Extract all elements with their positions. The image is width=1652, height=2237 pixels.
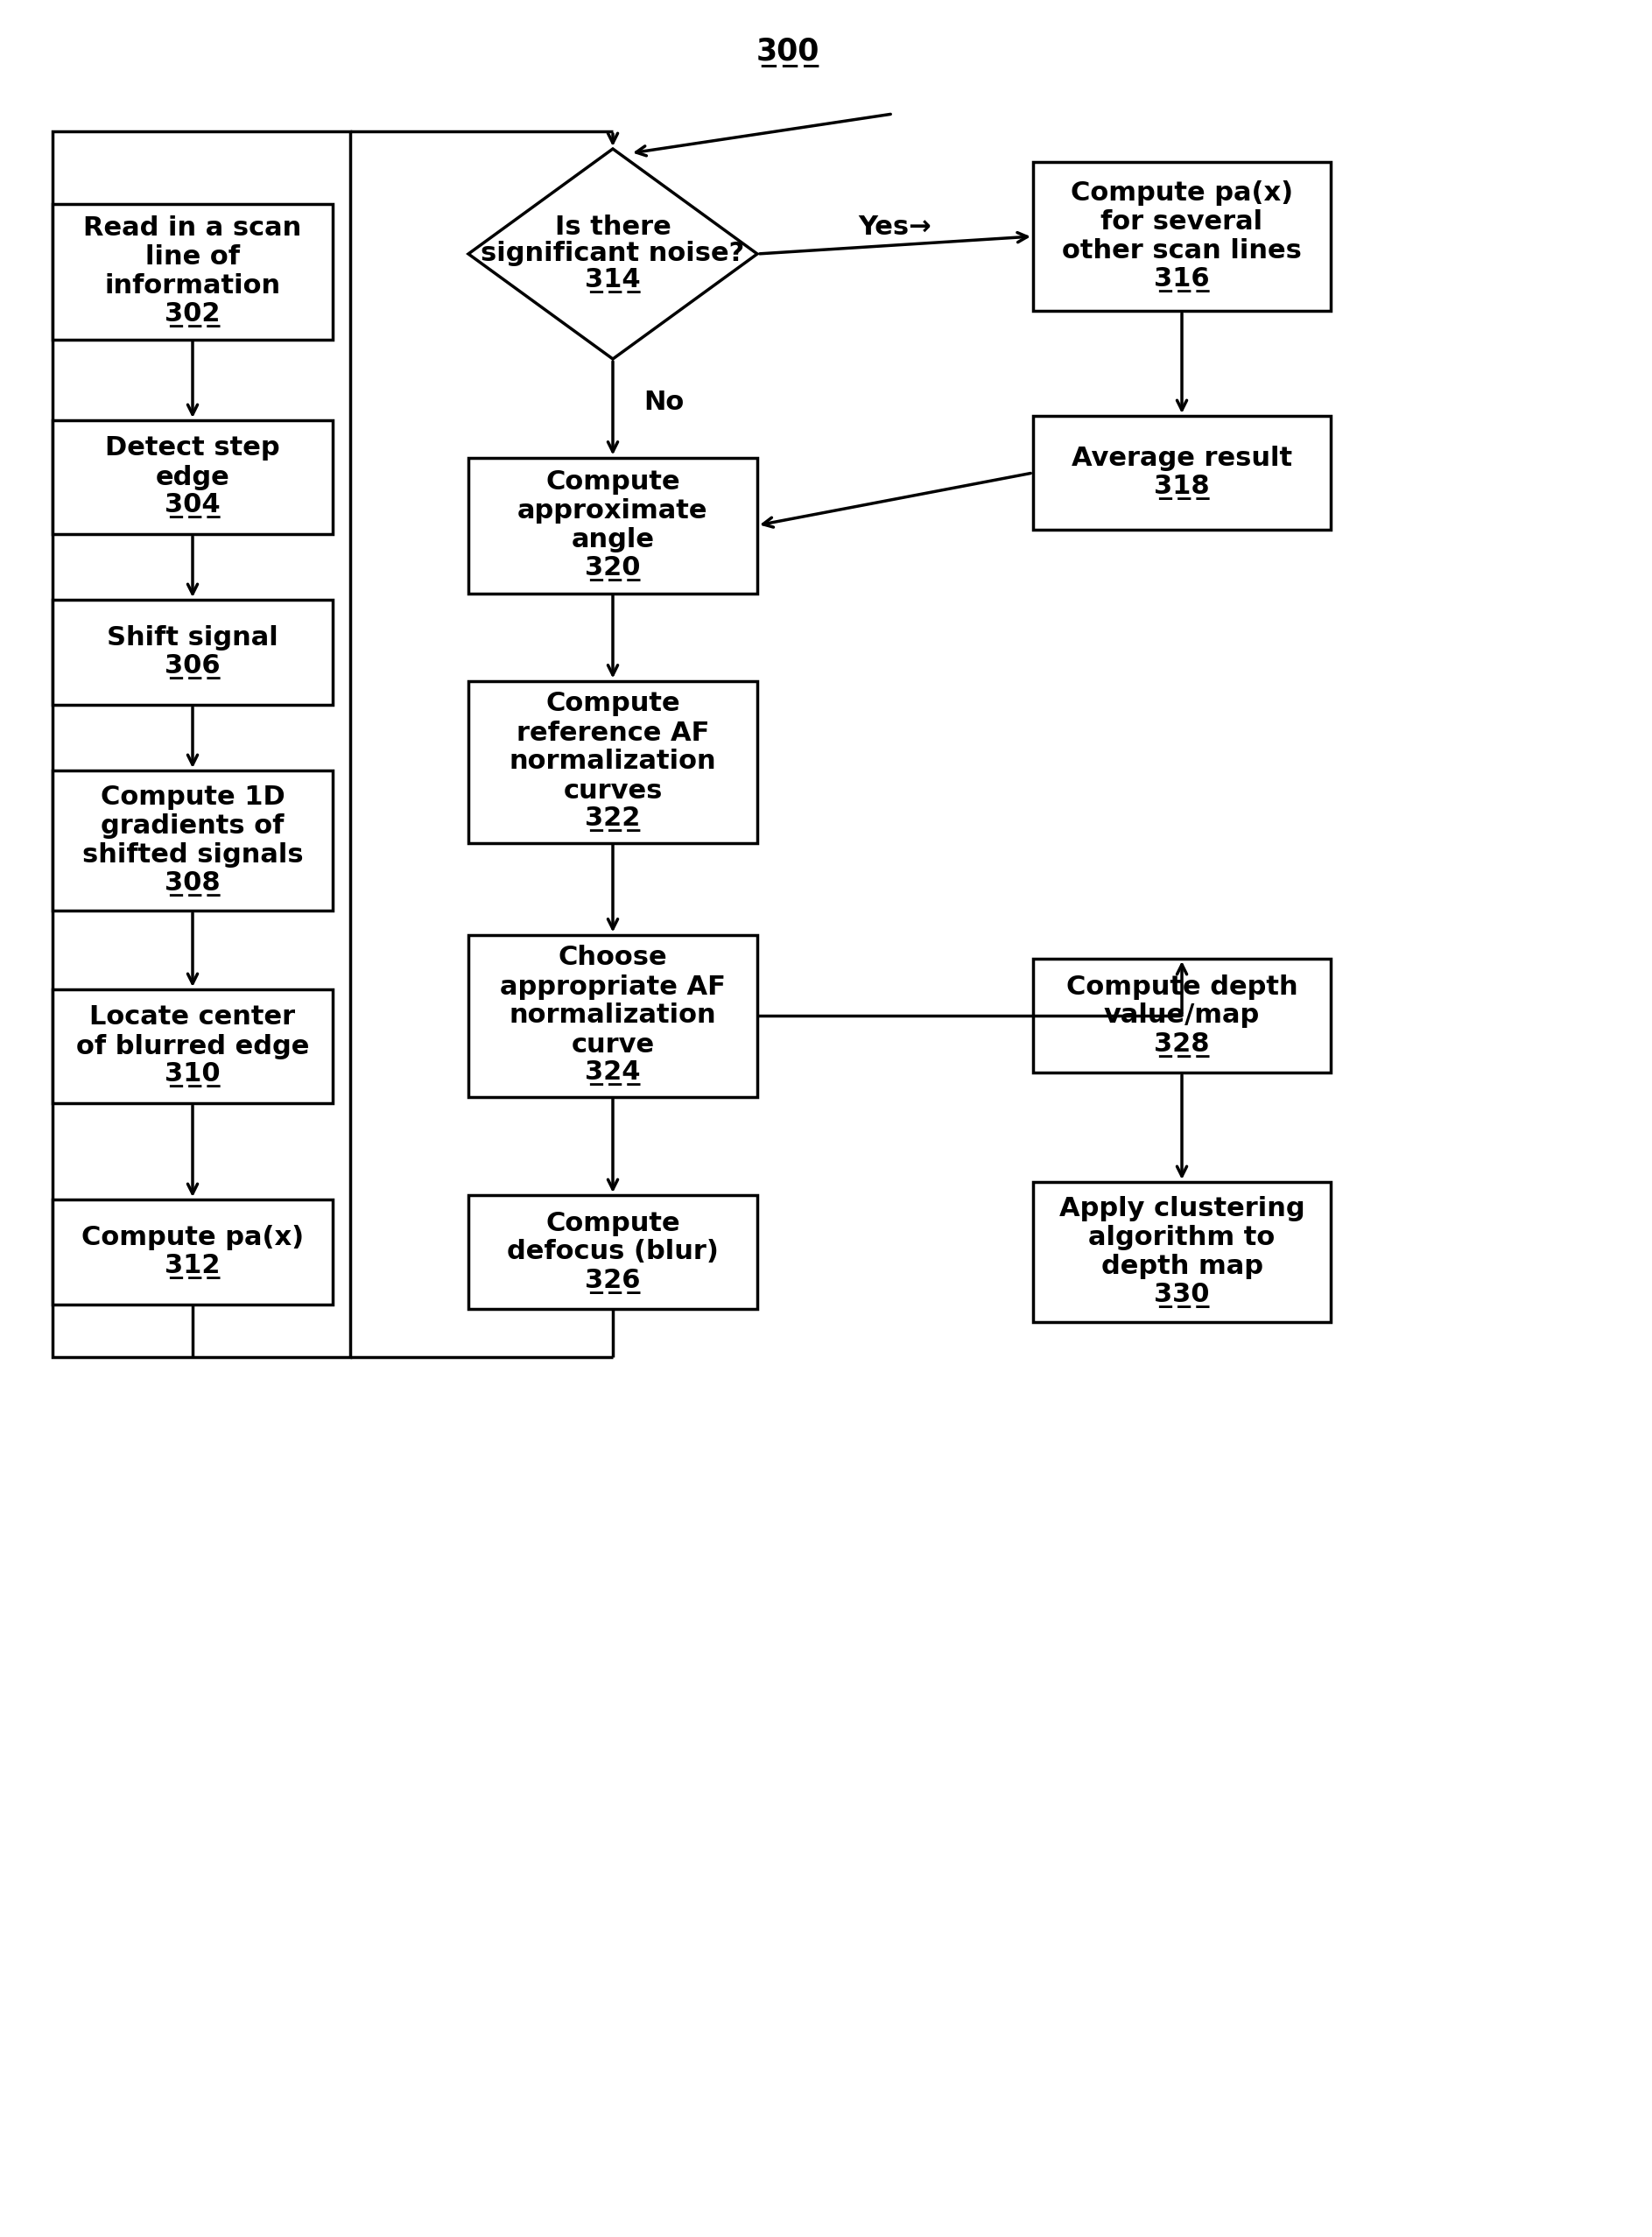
Text: defocus (blur): defocus (blur) <box>507 1239 719 1264</box>
Text: other scan lines: other scan lines <box>1062 237 1302 264</box>
Text: 3̲0̲6̲: 3̲0̲6̲ <box>165 653 220 680</box>
Bar <box>1032 960 1332 1072</box>
Text: 3̲2̲8̲: 3̲2̲8̲ <box>1155 1031 1209 1058</box>
Text: Average result: Average result <box>1072 445 1292 472</box>
Bar <box>53 421 332 535</box>
Text: algorithm to: algorithm to <box>1089 1226 1275 1250</box>
Text: 3̲2̲6̲: 3̲2̲6̲ <box>585 1268 641 1293</box>
Text: curves: curves <box>563 778 662 803</box>
Bar <box>53 132 350 1358</box>
Text: appropriate AF: appropriate AF <box>501 973 725 1000</box>
Text: 3̲2̲0̲: 3̲2̲0̲ <box>585 557 641 582</box>
Text: 3̲2̲2̲: 3̲2̲2̲ <box>585 808 641 832</box>
Text: Yes→: Yes→ <box>859 215 932 239</box>
Text: Compute: Compute <box>545 691 681 716</box>
Bar <box>1032 161 1332 311</box>
Text: for several: for several <box>1100 210 1262 235</box>
Text: Read in a scan: Read in a scan <box>84 215 302 242</box>
Text: 3̲1̲2̲: 3̲1̲2̲ <box>165 1253 220 1280</box>
Text: 3̲0̲4̲: 3̲0̲4̲ <box>165 494 220 519</box>
Bar <box>469 1195 757 1309</box>
Text: depth map: depth map <box>1100 1253 1262 1280</box>
Text: significant noise?: significant noise? <box>481 242 745 266</box>
Text: 3̲1̲0̲: 3̲1̲0̲ <box>165 1063 220 1087</box>
Text: Compute: Compute <box>545 1210 681 1235</box>
Bar <box>1032 1181 1332 1322</box>
Text: Detect step: Detect step <box>106 436 279 461</box>
Text: shifted signals: shifted signals <box>83 843 304 868</box>
Text: 3̲2̲4̲: 3̲2̲4̲ <box>585 1060 641 1087</box>
Text: curve: curve <box>572 1031 654 1058</box>
Text: Locate center: Locate center <box>89 1004 296 1029</box>
Text: No: No <box>644 389 684 416</box>
Text: Compute depth: Compute depth <box>1066 973 1298 1000</box>
Text: gradients of: gradients of <box>101 814 284 839</box>
Text: 3̲1̲8̲: 3̲1̲8̲ <box>1155 474 1209 499</box>
Text: normalization: normalization <box>509 1002 717 1029</box>
Bar <box>1032 416 1332 530</box>
Text: 3̲1̲6̲: 3̲1̲6̲ <box>1155 266 1209 293</box>
Bar <box>53 600 332 705</box>
Text: Compute: Compute <box>545 470 681 494</box>
Text: of blurred edge: of blurred edge <box>76 1033 309 1058</box>
Text: approximate: approximate <box>517 499 709 523</box>
Text: line of: line of <box>145 244 240 271</box>
Text: normalization: normalization <box>509 749 717 774</box>
Text: 3̲0̲2̲: 3̲0̲2̲ <box>165 302 220 327</box>
Bar <box>469 935 757 1096</box>
Text: Choose: Choose <box>558 946 667 971</box>
Text: value/map: value/map <box>1104 1002 1260 1029</box>
Text: 3̲1̲4̲: 3̲1̲4̲ <box>585 268 641 293</box>
Text: Compute 1D: Compute 1D <box>101 785 284 810</box>
Text: 3̲0̲8̲: 3̲0̲8̲ <box>165 870 220 897</box>
Text: Compute pa(x): Compute pa(x) <box>1070 181 1294 206</box>
Polygon shape <box>469 150 757 358</box>
Bar <box>53 204 332 340</box>
Text: edge: edge <box>155 465 230 490</box>
Bar <box>469 459 757 593</box>
Text: Apply clustering: Apply clustering <box>1059 1197 1305 1221</box>
Text: 3̲0̲0̲: 3̲0̲0̲ <box>757 38 819 67</box>
Text: information: information <box>104 273 281 298</box>
Text: angle: angle <box>572 528 654 553</box>
Bar <box>53 770 332 910</box>
Text: reference AF: reference AF <box>517 720 709 745</box>
Bar <box>53 989 332 1103</box>
Bar <box>469 680 757 843</box>
Text: Is there: Is there <box>555 215 671 239</box>
Bar <box>53 1199 332 1304</box>
Text: Compute pa(x): Compute pa(x) <box>81 1226 304 1250</box>
Text: Shift signal: Shift signal <box>107 624 278 651</box>
Text: 3̲3̲0̲: 3̲3̲0̲ <box>1155 1282 1209 1309</box>
